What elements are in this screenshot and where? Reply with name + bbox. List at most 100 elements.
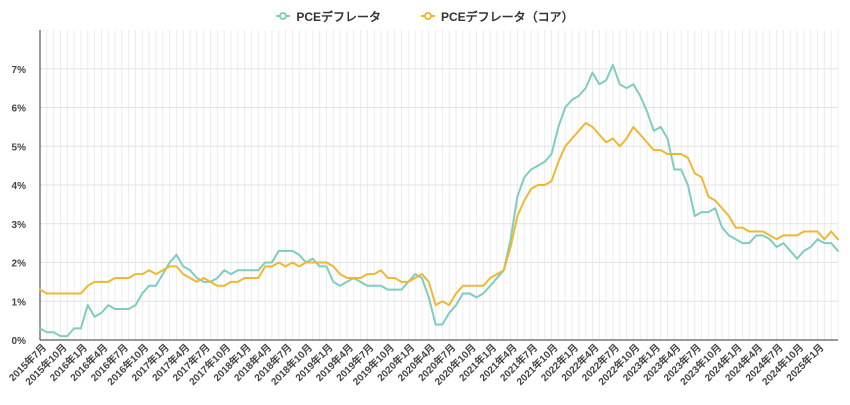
- data-point-0: [339, 284, 342, 287]
- data-point-1: [714, 199, 717, 202]
- data-point-1: [236, 280, 239, 283]
- data-point-1: [782, 234, 785, 237]
- data-point-0: [802, 249, 805, 252]
- data-point-1: [768, 234, 771, 237]
- y-tick-label: 4%: [12, 181, 27, 192]
- data-point-1: [612, 137, 614, 140]
- legend-item-pce[interactable]: PCEデフレータ: [276, 8, 381, 25]
- legend-item-pce-core[interactable]: PCEデフレータ（コア）: [421, 8, 574, 25]
- data-point-0: [823, 242, 826, 245]
- data-point-0: [86, 304, 89, 307]
- data-point-0: [768, 238, 771, 241]
- data-point-1: [639, 133, 642, 136]
- data-point-0: [707, 211, 710, 214]
- data-point-1: [339, 273, 342, 276]
- data-point-0: [584, 87, 587, 90]
- data-point-1: [666, 153, 669, 155]
- data-point-1: [127, 277, 130, 279]
- data-point-1: [618, 145, 621, 148]
- data-point-0: [782, 242, 785, 245]
- data-point-1: [755, 230, 758, 233]
- data-point-1: [741, 226, 744, 229]
- data-point-0: [523, 176, 526, 179]
- data-point-0: [625, 87, 628, 90]
- data-point-0: [652, 129, 655, 132]
- data-point-0: [298, 253, 301, 256]
- data-point-1: [230, 280, 232, 283]
- data-point-1: [523, 199, 526, 202]
- series-line-1: [39, 122, 839, 307]
- data-point-0: [680, 168, 683, 171]
- data-point-0: [120, 308, 123, 310]
- data-point-0: [775, 246, 778, 248]
- data-point-1: [659, 149, 662, 152]
- data-point-1: [816, 230, 819, 233]
- data-point-0: [236, 269, 239, 272]
- data-point-0: [741, 242, 744, 245]
- data-point-0: [250, 269, 253, 272]
- data-point-1: [448, 304, 451, 307]
- data-point-1: [543, 184, 546, 186]
- data-point-1: [134, 273, 137, 276]
- data-point-1: [277, 261, 280, 264]
- data-point-0: [441, 323, 444, 326]
- legend-marker-pce-core-icon: [421, 12, 435, 20]
- data-point-0: [612, 63, 614, 66]
- data-point-1: [475, 284, 478, 287]
- data-point-0: [605, 79, 608, 82]
- data-point-1: [400, 280, 403, 283]
- data-point-0: [45, 331, 48, 334]
- data-point-0: [66, 335, 69, 338]
- data-point-0: [577, 94, 580, 97]
- data-point-1: [325, 261, 328, 264]
- data-point-0: [639, 94, 642, 97]
- data-point-0: [475, 296, 478, 299]
- data-point-0: [134, 304, 137, 307]
- data-point-1: [693, 172, 696, 175]
- data-point-0: [618, 83, 621, 86]
- data-point-0: [223, 269, 226, 272]
- data-point-0: [837, 249, 839, 252]
- data-point-0: [318, 265, 321, 268]
- data-point-0: [557, 125, 560, 128]
- data-point-1: [352, 277, 355, 279]
- data-point-1: [86, 284, 89, 287]
- data-point-0: [714, 207, 717, 210]
- y-tick-label: 0%: [12, 336, 27, 347]
- data-point-1: [421, 273, 423, 276]
- data-point-0: [39, 327, 41, 330]
- data-point-1: [175, 265, 178, 268]
- data-point-0: [168, 261, 171, 264]
- data-point-1: [564, 145, 567, 148]
- data-point-1: [748, 230, 751, 233]
- data-point-0: [755, 234, 758, 237]
- data-point-0: [748, 242, 751, 245]
- data-point-1: [407, 280, 410, 283]
- data-point-0: [107, 304, 110, 307]
- data-point-0: [393, 288, 396, 291]
- data-point-0: [73, 327, 76, 330]
- y-tick-label: 7%: [12, 65, 27, 76]
- data-point-1: [373, 273, 376, 276]
- data-point-0: [536, 164, 539, 167]
- data-point-1: [216, 284, 219, 287]
- data-point-0: [386, 288, 389, 291]
- data-point-0: [400, 288, 403, 291]
- data-point-0: [687, 184, 689, 186]
- data-point-1: [762, 230, 764, 233]
- data-point-0: [659, 125, 662, 128]
- series-line-0: [39, 63, 839, 338]
- data-point-1: [707, 195, 710, 198]
- data-point-0: [346, 280, 348, 283]
- data-point-1: [591, 125, 594, 128]
- data-point-0: [700, 211, 703, 214]
- data-point-1: [823, 238, 826, 241]
- data-point-1: [530, 187, 532, 190]
- data-point-0: [93, 315, 96, 318]
- data-point-1: [414, 277, 417, 279]
- data-point-0: [189, 269, 191, 272]
- data-point-1: [646, 141, 648, 144]
- data-point-1: [114, 277, 116, 279]
- legend: PCEデフレータ PCEデフレータ（コア）: [0, 6, 850, 26]
